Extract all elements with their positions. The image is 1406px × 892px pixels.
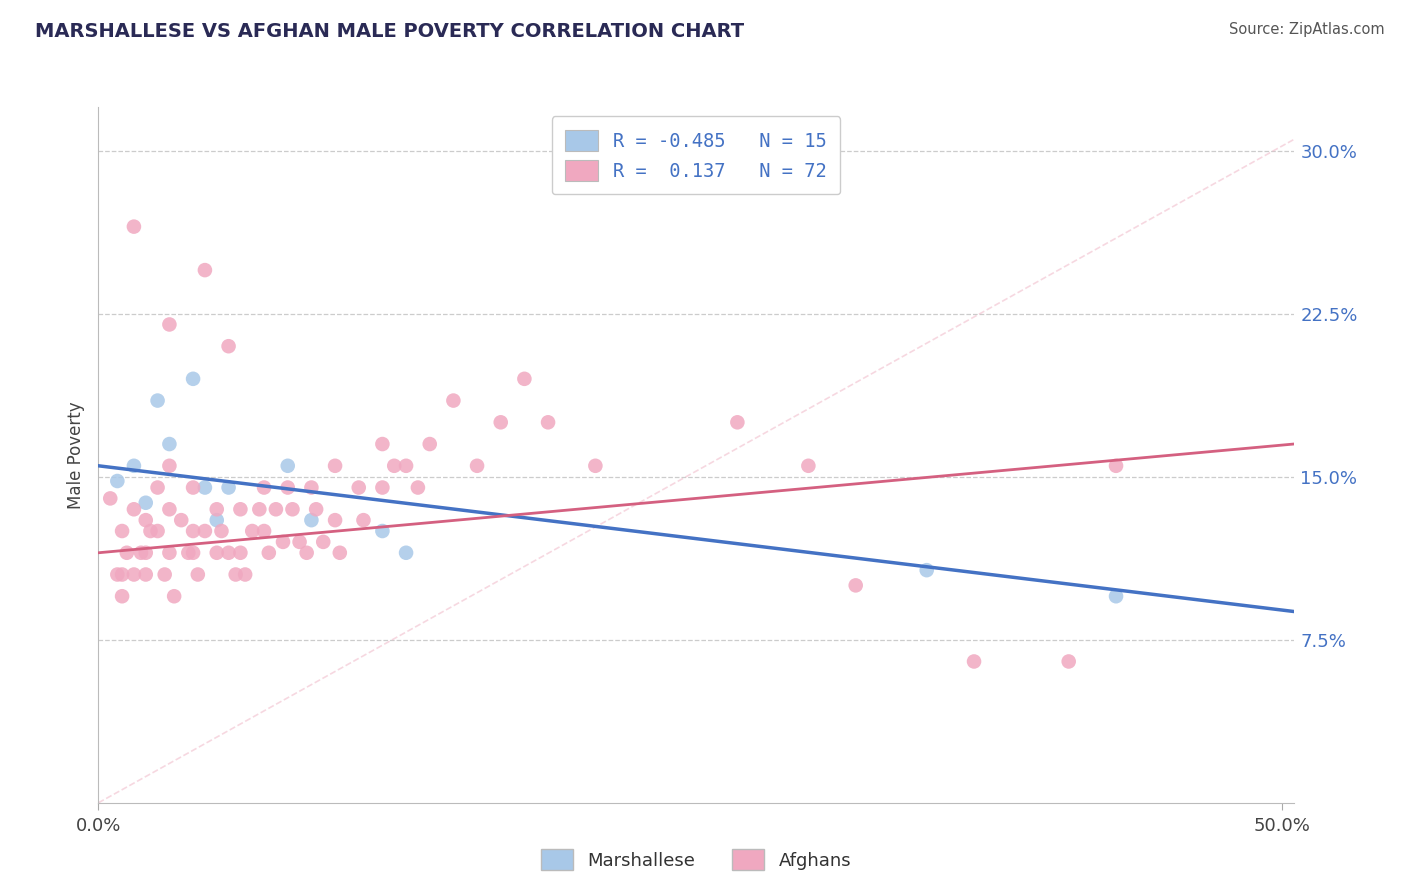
Point: [253, 524, 276, 538]
Point: [915, 563, 938, 577]
Point: [146, 524, 169, 538]
Point: [194, 481, 217, 495]
Point: [218, 481, 240, 495]
Point: [122, 458, 145, 473]
Point: [135, 546, 157, 560]
Point: [240, 524, 263, 538]
Point: [371, 481, 394, 495]
Point: [797, 458, 820, 473]
Text: MARSHALLESE VS AFGHAN MALE POVERTY CORRELATION CHART: MARSHALLESE VS AFGHAN MALE POVERTY CORRE…: [35, 22, 744, 41]
Point: [271, 535, 294, 549]
Point: [395, 546, 418, 560]
Point: [111, 524, 134, 538]
Point: [146, 393, 169, 408]
Point: [157, 546, 180, 560]
Point: [153, 567, 176, 582]
Point: [122, 502, 145, 516]
Point: [181, 524, 204, 538]
Point: [323, 513, 346, 527]
Point: [395, 458, 418, 473]
Legend: Marshallese, Afghans: Marshallese, Afghans: [533, 842, 859, 877]
Point: [537, 415, 560, 429]
Point: [489, 415, 512, 429]
Point: [177, 546, 200, 560]
Point: [441, 393, 464, 408]
Point: [105, 474, 128, 488]
Point: [225, 567, 247, 582]
Point: [111, 589, 134, 603]
Point: [295, 546, 318, 560]
Text: Source: ZipAtlas.com: Source: ZipAtlas.com: [1229, 22, 1385, 37]
Point: [264, 502, 287, 516]
Point: [465, 458, 488, 473]
Point: [115, 546, 138, 560]
Point: [157, 502, 180, 516]
Point: [218, 546, 240, 560]
Point: [725, 415, 748, 429]
Point: [281, 502, 304, 516]
Point: [98, 491, 121, 506]
Point: [253, 481, 276, 495]
Point: [205, 546, 228, 560]
Point: [181, 546, 204, 560]
Point: [181, 372, 204, 386]
Point: [229, 502, 252, 516]
Point: [105, 567, 128, 582]
Point: [312, 535, 335, 549]
Point: [135, 513, 157, 527]
Point: [583, 458, 606, 473]
Point: [419, 437, 441, 451]
Point: [257, 546, 280, 560]
Point: [111, 567, 134, 582]
Point: [299, 513, 322, 527]
Point: [371, 437, 394, 451]
Point: [299, 481, 322, 495]
Point: [305, 502, 328, 516]
Point: [277, 481, 299, 495]
Point: [194, 524, 217, 538]
Point: [129, 546, 152, 560]
Point: [135, 496, 157, 510]
Point: [963, 655, 986, 669]
Point: [139, 524, 162, 538]
Point: [288, 535, 311, 549]
Point: [187, 567, 209, 582]
Point: [347, 481, 370, 495]
Point: [205, 502, 228, 516]
Point: [135, 567, 157, 582]
Point: [406, 481, 429, 495]
Point: [233, 567, 256, 582]
Point: [329, 546, 352, 560]
Point: [122, 219, 145, 234]
Point: [181, 481, 204, 495]
Point: [277, 458, 299, 473]
Point: [247, 502, 270, 516]
Point: [218, 339, 240, 353]
Point: [146, 481, 169, 495]
Point: [845, 578, 868, 592]
Point: [1105, 458, 1128, 473]
Point: [205, 513, 228, 527]
Point: [323, 458, 346, 473]
Point: [157, 318, 180, 332]
Point: [353, 513, 375, 527]
Point: [122, 567, 145, 582]
Point: [371, 524, 394, 538]
Y-axis label: Male Poverty: Male Poverty: [67, 401, 86, 508]
Point: [194, 263, 217, 277]
Point: [1057, 655, 1080, 669]
Point: [382, 458, 405, 473]
Point: [1105, 589, 1128, 603]
Point: [513, 372, 536, 386]
Point: [157, 458, 180, 473]
Point: [211, 524, 233, 538]
Point: [170, 513, 193, 527]
Point: [229, 546, 252, 560]
Point: [163, 589, 186, 603]
Point: [157, 437, 180, 451]
